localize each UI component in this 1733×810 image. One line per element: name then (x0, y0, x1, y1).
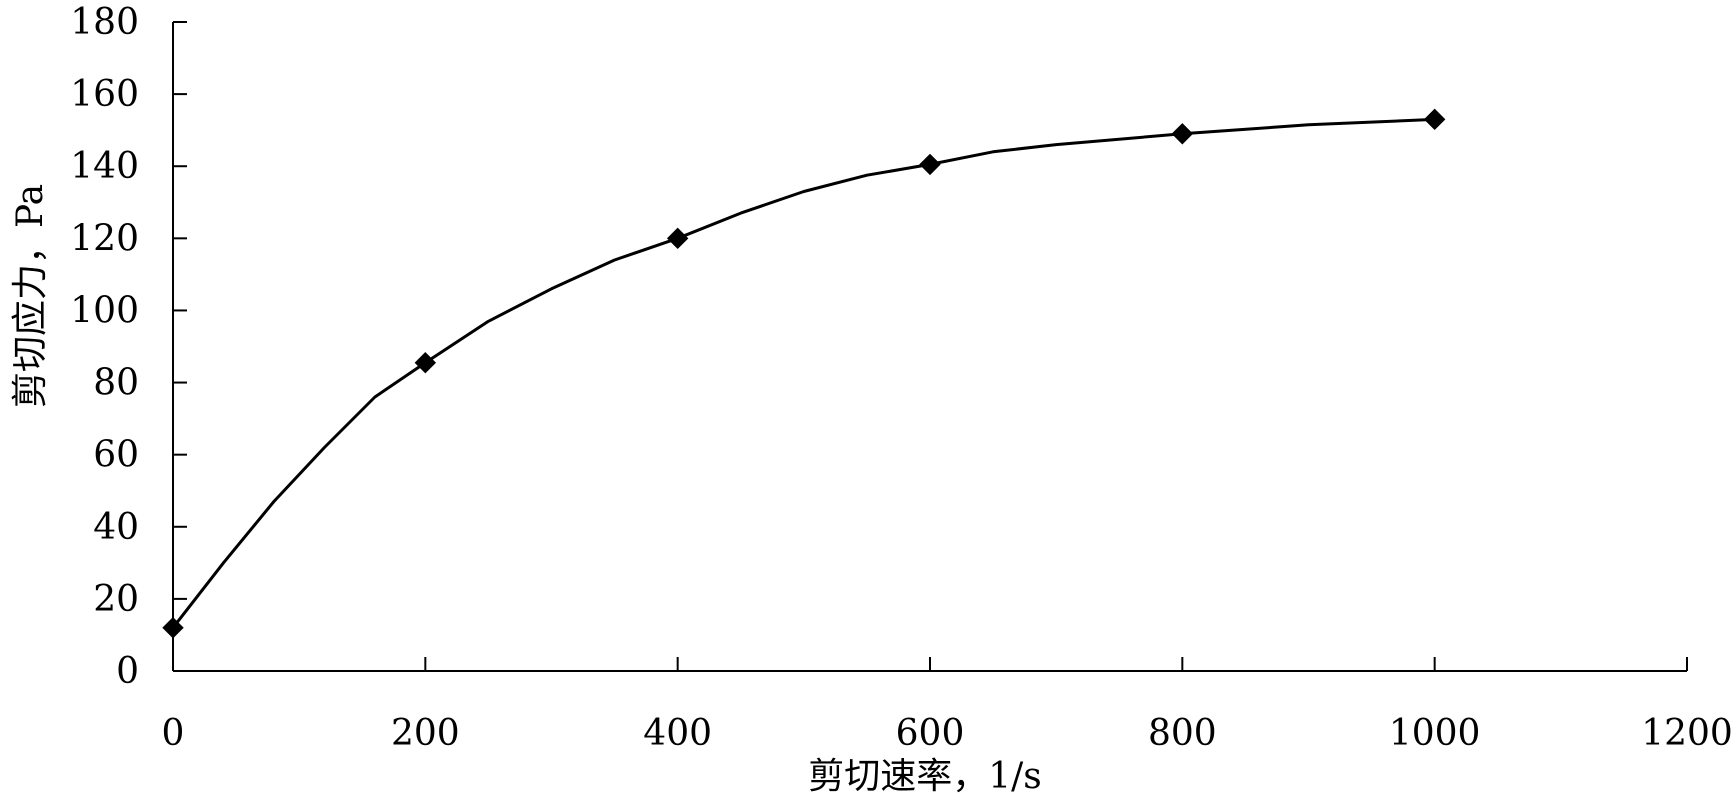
axes (172, 22, 1687, 672)
y-tick-label: 140 (70, 146, 139, 187)
x-tick-label: 600 (896, 713, 965, 754)
data-point-marker (1423, 108, 1446, 131)
y-tick-label: 180 (70, 2, 139, 43)
series-line (171, 117, 1435, 629)
y-tick-label: 80 (93, 363, 139, 404)
data-point-marker (919, 153, 941, 176)
y-tick-label: 60 (93, 435, 139, 476)
series (171, 117, 1435, 629)
y-tick-label: 160 (70, 74, 139, 115)
x-tick-label: 0 (162, 713, 185, 754)
markers (162, 108, 1446, 639)
x-tick-label: 200 (391, 713, 460, 754)
x-tick-label: 400 (643, 713, 712, 754)
data-point-marker (1171, 123, 1194, 145)
data-point-marker (162, 617, 184, 639)
y-tick-label: 20 (93, 579, 139, 620)
x-tick-label: 1200 (1641, 713, 1733, 754)
ticks: 0 20 40 60 80 100 120 140 160 180 0 200 400 600 800 100… (70, 2, 1733, 754)
y-tick-label: 40 (93, 507, 139, 548)
y-tick-label: 120 (70, 218, 139, 259)
y-tick-label: 100 (70, 290, 139, 331)
data-point-marker (414, 352, 437, 374)
x-axis-title: 剪切速率，1/s (808, 756, 1042, 797)
y-axis-title: 剪切应力，Pa (10, 184, 51, 408)
x-tick-label: 800 (1148, 713, 1217, 754)
x-tick-label: 1000 (1389, 713, 1481, 754)
y-tick-label: 0 (116, 651, 139, 692)
data-point-marker (666, 227, 689, 250)
